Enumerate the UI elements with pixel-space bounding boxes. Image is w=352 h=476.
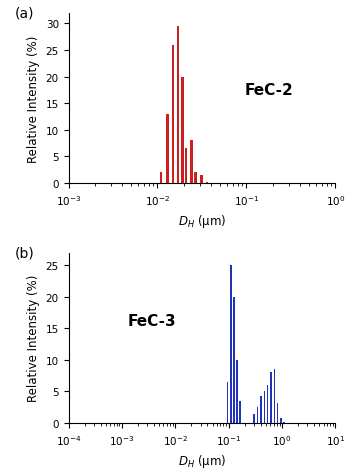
Y-axis label: Relative Intensity (%): Relative Intensity (%) xyxy=(27,275,40,402)
Bar xyxy=(160,173,163,184)
X-axis label: $D_H$ (μm): $D_H$ (μm) xyxy=(178,452,226,469)
Bar xyxy=(194,173,197,184)
Bar xyxy=(206,183,208,184)
Bar xyxy=(264,392,265,423)
Bar xyxy=(233,297,234,423)
Bar xyxy=(190,141,193,184)
Bar xyxy=(239,401,241,423)
Bar xyxy=(260,397,262,423)
Bar xyxy=(274,369,275,423)
Bar xyxy=(177,27,179,184)
Text: FeC-3: FeC-3 xyxy=(127,314,176,328)
Bar xyxy=(257,407,258,423)
Text: (b): (b) xyxy=(15,246,35,260)
Bar xyxy=(166,115,169,184)
Bar xyxy=(283,422,285,423)
Bar xyxy=(185,149,188,184)
Bar xyxy=(270,373,272,423)
X-axis label: $D_H$ (μm): $D_H$ (μm) xyxy=(178,213,226,230)
Text: FeC-2: FeC-2 xyxy=(245,83,293,98)
Bar xyxy=(280,418,282,423)
Bar xyxy=(230,266,232,423)
Y-axis label: Relative Intensity (%): Relative Intensity (%) xyxy=(27,35,40,162)
Bar xyxy=(253,414,255,423)
Bar xyxy=(237,360,238,423)
Text: (a): (a) xyxy=(15,7,35,21)
Bar xyxy=(172,46,175,184)
Bar xyxy=(200,176,202,184)
Bar xyxy=(227,382,228,423)
Bar xyxy=(267,385,269,423)
Bar xyxy=(277,403,278,423)
Bar xyxy=(181,78,184,184)
